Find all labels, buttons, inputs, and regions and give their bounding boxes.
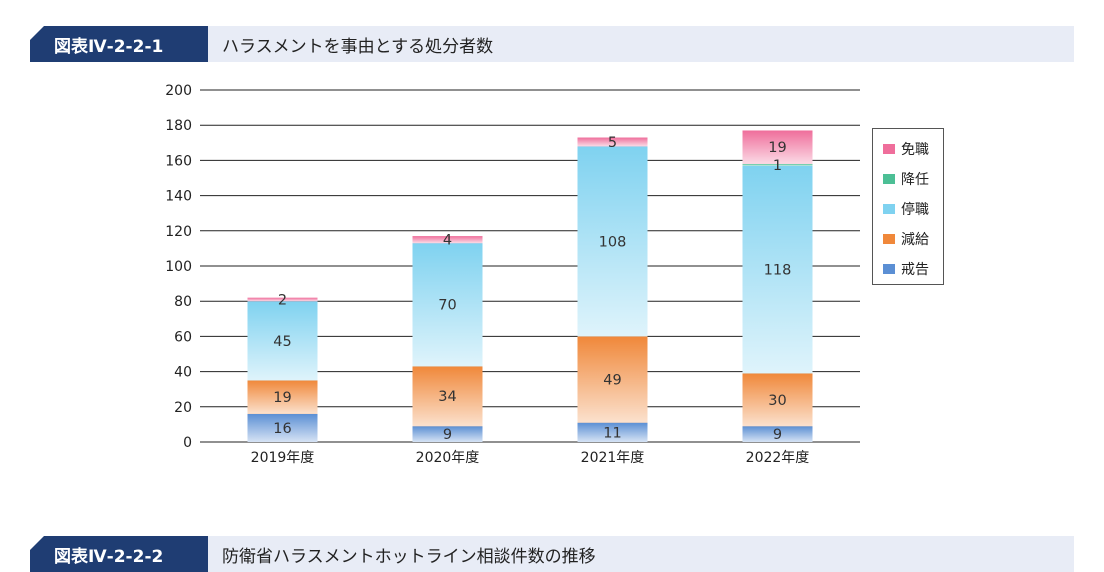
y-tick-label: 160: [165, 153, 192, 169]
data-label: 30: [768, 393, 786, 409]
bar-segment-shading: [247, 380, 318, 414]
legend-label: 減給: [901, 232, 929, 248]
y-tick-label: 20: [174, 400, 192, 416]
bar-segment-shading: [742, 373, 813, 427]
legend-item: 減給: [883, 229, 929, 249]
legend-item: 戒告: [883, 259, 929, 279]
data-label: 108: [599, 234, 627, 250]
x-tick-label: 2021年度: [581, 450, 645, 466]
y-tick-label: 0: [183, 435, 192, 451]
legend-swatch: [883, 204, 895, 214]
next-figure-title: 防衛省ハラスメントホットライン相談件数の推移: [222, 546, 596, 567]
bar-segment-shading: [247, 413, 318, 442]
data-label: 45: [273, 334, 291, 350]
data-label: 49: [603, 373, 621, 389]
bar-segment-shading: [577, 146, 648, 337]
data-label: 2: [278, 292, 287, 308]
y-tick-label: 180: [165, 118, 192, 134]
bar-segment-shading: [247, 301, 318, 381]
figure-number: 図表Ⅳ-2-2-1: [30, 26, 208, 62]
y-tick-label: 200: [165, 83, 192, 99]
next-figure-number: 図表Ⅳ-2-2-2: [30, 536, 208, 572]
legend-swatch: [883, 174, 895, 184]
figure-title: ハラスメントを事由とする処分者数: [222, 36, 494, 57]
bar-segment-shading: [412, 426, 483, 442]
chart-legend: 免職降任停職減給戒告: [872, 128, 944, 285]
bar-segment-shading: [412, 243, 483, 367]
bar-segment-shading: [412, 236, 483, 244]
data-label: 19: [273, 390, 291, 406]
data-label: 70: [438, 298, 456, 314]
legend-item: 免職: [883, 139, 929, 159]
legend-item: 降任: [883, 169, 929, 189]
data-label: 1: [773, 158, 782, 174]
bar-segment-shading: [412, 366, 483, 427]
legend-label: 戒告: [901, 262, 929, 278]
y-tick-label: 80: [174, 294, 192, 310]
data-label: 19: [768, 140, 786, 156]
legend-swatch: [883, 234, 895, 244]
data-label: 9: [773, 427, 782, 443]
data-label: 9: [443, 427, 452, 443]
legend-label: 停職: [901, 202, 929, 218]
bar-segment-shading: [742, 130, 813, 164]
data-label: 118: [764, 263, 792, 279]
data-label: 11: [603, 425, 621, 441]
x-tick-label: 2019年度: [251, 450, 315, 466]
bar-segment-shading: [742, 165, 813, 374]
legend-swatch: [883, 144, 895, 154]
bar-segment-shading: [577, 336, 648, 423]
bar-segment-shading: [247, 297, 318, 302]
bar-segment-shading: [742, 426, 813, 442]
legend-label: 免職: [901, 142, 929, 158]
bar-segment-shading: [577, 422, 648, 442]
data-label: 5: [608, 135, 617, 151]
next-figure-header: 図表Ⅳ-2-2-2 防衛省ハラスメントホットライン相談件数の推移: [30, 536, 1074, 572]
legend-item: 停職: [883, 199, 929, 219]
data-label: 16: [273, 421, 291, 437]
data-label: 34: [438, 389, 456, 405]
y-tick-label: 140: [165, 189, 192, 205]
bar-segment-shading: [577, 137, 648, 147]
y-tick-label: 40: [174, 365, 192, 381]
legend-label: 降任: [901, 172, 929, 188]
figure-header: 図表Ⅳ-2-2-1 ハラスメントを事由とする処分者数: [30, 26, 1074, 62]
y-tick-label: 100: [165, 259, 192, 275]
y-tick-label: 120: [165, 224, 192, 240]
legend-swatch: [883, 264, 895, 274]
y-tick-label: 60: [174, 329, 192, 345]
data-label: 4: [443, 233, 452, 249]
bar-segment-shading: [742, 163, 813, 166]
x-tick-label: 2020年度: [416, 450, 480, 466]
x-tick-label: 2022年度: [746, 450, 810, 466]
